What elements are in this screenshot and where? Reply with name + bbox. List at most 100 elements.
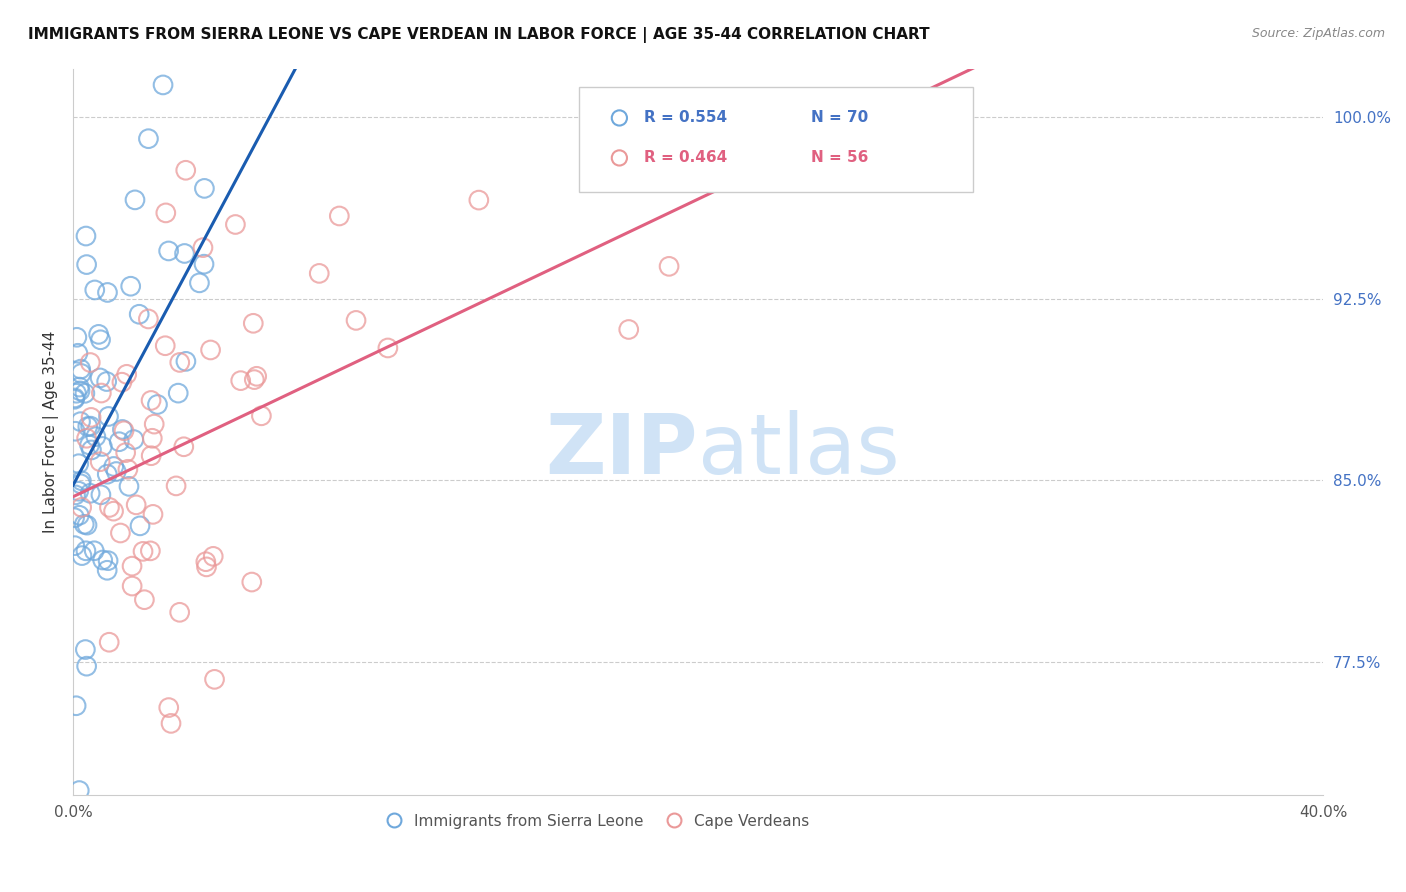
Point bbox=[173, 440, 195, 454]
Point bbox=[202, 549, 225, 564]
Point bbox=[118, 479, 141, 493]
Point bbox=[224, 218, 246, 232]
Point bbox=[110, 526, 132, 541]
Text: Source: ZipAtlas.com: Source: ZipAtlas.com bbox=[1251, 27, 1385, 40]
Point bbox=[75, 642, 97, 657]
Point bbox=[67, 508, 90, 523]
Point bbox=[96, 563, 118, 577]
Point bbox=[63, 510, 86, 524]
Point bbox=[160, 716, 183, 731]
Text: ZIP: ZIP bbox=[546, 409, 699, 491]
Point bbox=[98, 635, 121, 649]
Point bbox=[250, 409, 273, 423]
Point bbox=[204, 673, 226, 687]
Point bbox=[90, 386, 112, 401]
Text: R = 0.554: R = 0.554 bbox=[644, 111, 727, 126]
Point bbox=[65, 424, 87, 438]
Point bbox=[111, 375, 134, 389]
Point bbox=[76, 419, 98, 434]
Point bbox=[328, 209, 350, 223]
Point bbox=[229, 374, 252, 388]
Point bbox=[91, 553, 114, 567]
Point bbox=[115, 368, 138, 382]
Point bbox=[67, 484, 90, 499]
Point bbox=[134, 592, 156, 607]
Point bbox=[63, 392, 86, 407]
Point bbox=[96, 467, 118, 482]
Point bbox=[108, 434, 131, 449]
Point bbox=[65, 386, 87, 401]
Point bbox=[89, 455, 111, 469]
Point bbox=[103, 504, 125, 518]
Text: N = 56: N = 56 bbox=[811, 151, 868, 165]
Point bbox=[141, 449, 163, 463]
Point bbox=[194, 555, 217, 569]
Point bbox=[97, 554, 120, 568]
Point bbox=[65, 698, 87, 713]
Point bbox=[69, 476, 91, 491]
Text: IMMIGRANTS FROM SIERRA LEONE VS CAPE VERDEAN IN LABOR FORCE | AGE 35-44 CORRELAT: IMMIGRANTS FROM SIERRA LEONE VS CAPE VER… bbox=[28, 27, 929, 43]
Point bbox=[66, 330, 89, 344]
Point bbox=[188, 276, 211, 290]
Point bbox=[83, 283, 105, 297]
Point bbox=[165, 479, 187, 493]
Point bbox=[80, 442, 103, 457]
Point bbox=[193, 181, 215, 195]
Point bbox=[70, 549, 93, 563]
Point bbox=[138, 312, 160, 326]
FancyBboxPatch shape bbox=[579, 87, 973, 192]
Point bbox=[200, 343, 222, 357]
Point bbox=[75, 543, 97, 558]
Point bbox=[122, 433, 145, 447]
Point bbox=[174, 163, 197, 178]
Point bbox=[377, 341, 399, 355]
Point bbox=[76, 431, 98, 445]
Point bbox=[96, 375, 118, 389]
Point bbox=[89, 371, 111, 385]
Point bbox=[167, 386, 190, 401]
Point bbox=[111, 422, 134, 436]
Point bbox=[70, 500, 93, 515]
Point bbox=[66, 346, 89, 360]
Point bbox=[124, 193, 146, 207]
Point bbox=[112, 424, 135, 438]
Point bbox=[67, 457, 90, 471]
Point bbox=[658, 260, 681, 274]
Point bbox=[242, 316, 264, 330]
Text: atlas: atlas bbox=[699, 409, 900, 491]
Point bbox=[157, 244, 180, 258]
Point bbox=[468, 193, 491, 207]
Point bbox=[67, 380, 90, 394]
Y-axis label: In Labor Force | Age 35-44: In Labor Force | Age 35-44 bbox=[44, 331, 59, 533]
Point bbox=[90, 333, 112, 347]
Point bbox=[117, 462, 139, 476]
Point bbox=[246, 369, 269, 384]
Point bbox=[87, 327, 110, 342]
Point bbox=[63, 539, 86, 553]
Point bbox=[121, 559, 143, 574]
Point bbox=[139, 544, 162, 558]
Point bbox=[63, 391, 86, 405]
Point bbox=[193, 257, 215, 271]
Point bbox=[79, 355, 101, 369]
Point bbox=[84, 429, 107, 443]
Point bbox=[173, 246, 195, 260]
Point bbox=[169, 355, 191, 369]
Point bbox=[76, 659, 98, 673]
Point bbox=[65, 488, 87, 502]
Point bbox=[97, 409, 120, 424]
Point bbox=[120, 279, 142, 293]
Point bbox=[121, 579, 143, 593]
Point bbox=[70, 367, 93, 381]
Point bbox=[70, 474, 93, 488]
Point bbox=[128, 307, 150, 321]
Point bbox=[114, 445, 136, 459]
Point bbox=[79, 486, 101, 500]
Point bbox=[143, 417, 166, 431]
Point bbox=[96, 285, 118, 300]
Point bbox=[155, 339, 177, 353]
Point bbox=[191, 241, 214, 255]
Point bbox=[79, 419, 101, 434]
Point bbox=[139, 393, 162, 408]
Point bbox=[83, 543, 105, 558]
